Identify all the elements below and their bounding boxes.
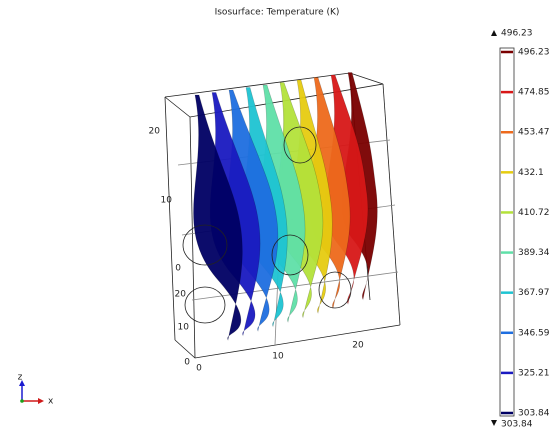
colorbar-tick-label: 346.59 bbox=[518, 328, 550, 338]
axis-triad: z x bbox=[18, 373, 54, 407]
box-edge bbox=[164, 96, 176, 341]
colorbar-tick-label: 325.21 bbox=[518, 368, 550, 378]
colorbar-min: 303.84 bbox=[501, 420, 533, 430]
z-tick-label: 20 bbox=[149, 127, 161, 137]
colorbar-tick-label: 410.72 bbox=[518, 208, 550, 218]
x-arrow-head bbox=[38, 398, 44, 404]
min-marker bbox=[491, 420, 497, 426]
z-tick-label: 0 bbox=[175, 264, 181, 274]
cylinders bbox=[182, 126, 352, 324]
colorbar-tick-label: 453.47 bbox=[518, 128, 550, 138]
cylinder bbox=[182, 224, 228, 266]
colorbar-tick-label: 474.85 bbox=[518, 88, 550, 98]
colorbar-tick-label: 389.34 bbox=[518, 248, 550, 258]
colorbar-tick-label: 496.23 bbox=[518, 48, 550, 58]
isosurface bbox=[193, 94, 243, 341]
cylinder bbox=[271, 234, 309, 276]
x-tick-label: 0 bbox=[196, 364, 202, 374]
z-axis-label: z bbox=[18, 373, 23, 383]
y-tick-label: 20 bbox=[175, 290, 187, 300]
x-tick-label: 20 bbox=[352, 341, 364, 351]
plot-title: Isosurface: Temperature (K) bbox=[215, 8, 340, 18]
box-edge bbox=[382, 83, 401, 326]
colorbar: 496.23 303.84 496.23 474.85 453.47 432.1 410… bbox=[491, 29, 550, 430]
colorbar-frame bbox=[499, 47, 515, 417]
colorbar-tick-label: 432.1 bbox=[518, 168, 544, 178]
isosurfaces bbox=[193, 72, 378, 341]
cylinder bbox=[283, 126, 317, 164]
y-tick-label: 10 bbox=[178, 323, 190, 333]
z-arrow-head bbox=[19, 380, 25, 386]
x-axis-label: x bbox=[48, 397, 54, 407]
y-arrow bbox=[20, 399, 24, 403]
z-tick-label: 10 bbox=[161, 196, 173, 206]
x-tick-label: 10 bbox=[272, 352, 284, 362]
colorbar-tick-label: 367.97 bbox=[518, 288, 550, 298]
max-marker bbox=[491, 30, 497, 36]
box-edge bbox=[189, 116, 196, 359]
cylinder bbox=[184, 286, 226, 324]
cylinder bbox=[318, 271, 352, 309]
colorbar-max: 496.23 bbox=[501, 29, 533, 39]
y-tick-label: 0 bbox=[184, 358, 190, 368]
colorbar-tick-label: 303.84 bbox=[518, 409, 550, 419]
box-bottom bbox=[174, 324, 401, 359]
